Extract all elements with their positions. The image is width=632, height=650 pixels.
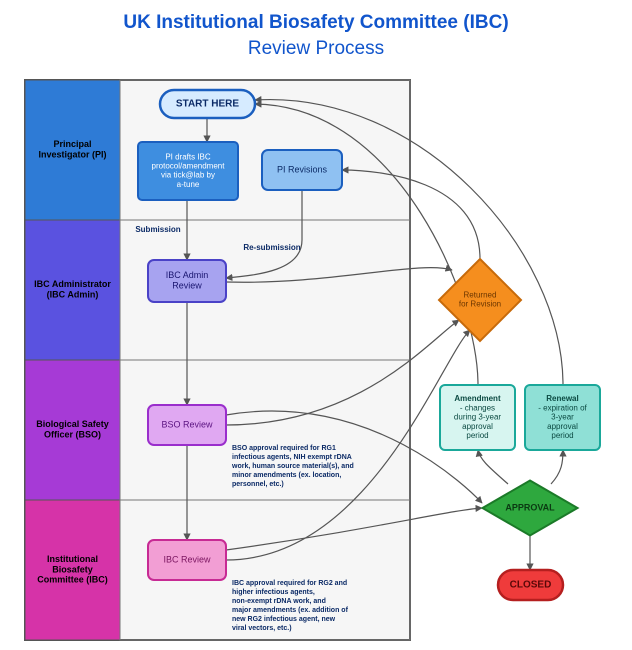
svg-text:personnel, etc.): personnel, etc.) — [232, 481, 284, 488]
edge-label-4: Re-submission — [243, 243, 300, 252]
svg-text:approval: approval — [547, 422, 578, 431]
svg-text:BSO approval required for RG1: BSO approval required for RG1 — [232, 445, 336, 452]
node-bso: BSO Review — [148, 405, 226, 445]
svg-text:period: period — [551, 431, 573, 440]
svg-text:viral vectors, etc.): viral vectors, etc.) — [232, 625, 292, 632]
svg-text:CLOSED: CLOSED — [510, 580, 552, 591]
svg-text:- changes: - changes — [460, 403, 495, 412]
node-revisions: PI Revisions — [262, 150, 342, 190]
svg-text:PI Revisions: PI Revisions — [277, 164, 328, 174]
svg-text:IBC Administrator: IBC Administrator — [34, 279, 111, 289]
svg-text:Committee (IBC): Committee (IBC) — [37, 575, 108, 585]
svg-text:3-year: 3-year — [551, 413, 574, 422]
svg-text:START HERE: START HERE — [176, 99, 239, 110]
node-closed: CLOSED — [498, 570, 563, 600]
svg-text:Renewal: Renewal — [546, 394, 578, 403]
svg-text:IBC Admin: IBC Admin — [166, 270, 209, 280]
title-line2: Review Process — [248, 38, 384, 59]
svg-text:minor amendments (ex. location: minor amendments (ex. location, — [232, 472, 341, 479]
node-renewal: Renewal- expiration of3-yearapprovalperi… — [525, 385, 600, 450]
svg-text:- expiration of: - expiration of — [538, 403, 587, 412]
svg-text:work, human source material(s): work, human source material(s), and — [231, 463, 354, 470]
node-start: START HERE — [160, 90, 255, 118]
svg-text:Institutional: Institutional — [47, 554, 98, 564]
svg-text:(IBC Admin): (IBC Admin) — [47, 290, 99, 300]
svg-text:IBC Review: IBC Review — [163, 554, 211, 564]
svg-text:period: period — [466, 431, 488, 440]
svg-text:Investigator (PI): Investigator (PI) — [38, 150, 106, 160]
svg-text:Returned: Returned — [464, 291, 497, 300]
svg-text:BSO Review: BSO Review — [161, 419, 213, 429]
svg-text:approval: approval — [462, 422, 493, 431]
svg-text:via tick@lab by: via tick@lab by — [161, 171, 215, 180]
svg-text:Officer (BSO): Officer (BSO) — [44, 430, 101, 440]
node-draft: PI drafts IBCprotocol/amendmentvia tick@… — [138, 142, 238, 200]
svg-text:infectious agents, NIH exempt: infectious agents, NIH exempt rDNA — [232, 454, 352, 461]
node-amendment: Amendment- changesduring 3-yearapprovalp… — [440, 385, 515, 450]
svg-text:higher infectious agents,: higher infectious agents, — [232, 589, 315, 596]
edge-label-1: Submission — [135, 225, 180, 234]
svg-text:Biosafety: Biosafety — [52, 564, 93, 574]
svg-text:Amendment: Amendment — [454, 394, 501, 403]
svg-text:Principal: Principal — [53, 139, 91, 149]
svg-text:PI drafts IBC: PI drafts IBC — [165, 152, 211, 161]
svg-text:non-exempt rDNA work, and: non-exempt rDNA work, and — [232, 598, 326, 605]
svg-text:Biological Safety: Biological Safety — [36, 419, 109, 429]
svg-text:Review: Review — [172, 281, 202, 291]
svg-text:IBC approval required for RG2: IBC approval required for RG2 and — [232, 580, 347, 587]
svg-text:for Revision: for Revision — [459, 300, 501, 309]
svg-text:major amendments (ex. addition: major amendments (ex. addition of — [232, 607, 349, 614]
svg-text:during 3-year: during 3-year — [454, 413, 501, 422]
node-ibc: IBC Review — [148, 540, 226, 580]
svg-text:protocol/amendment: protocol/amendment — [152, 162, 226, 171]
svg-text:a-tune: a-tune — [177, 180, 200, 189]
title-line1: UK Institutional Biosafety Committee (IB… — [123, 12, 508, 33]
svg-text:APPROVAL: APPROVAL — [505, 502, 555, 512]
node-admin: IBC AdminReview — [148, 260, 226, 302]
svg-text:new RG2 infectious agent, new: new RG2 infectious agent, new — [232, 616, 336, 623]
